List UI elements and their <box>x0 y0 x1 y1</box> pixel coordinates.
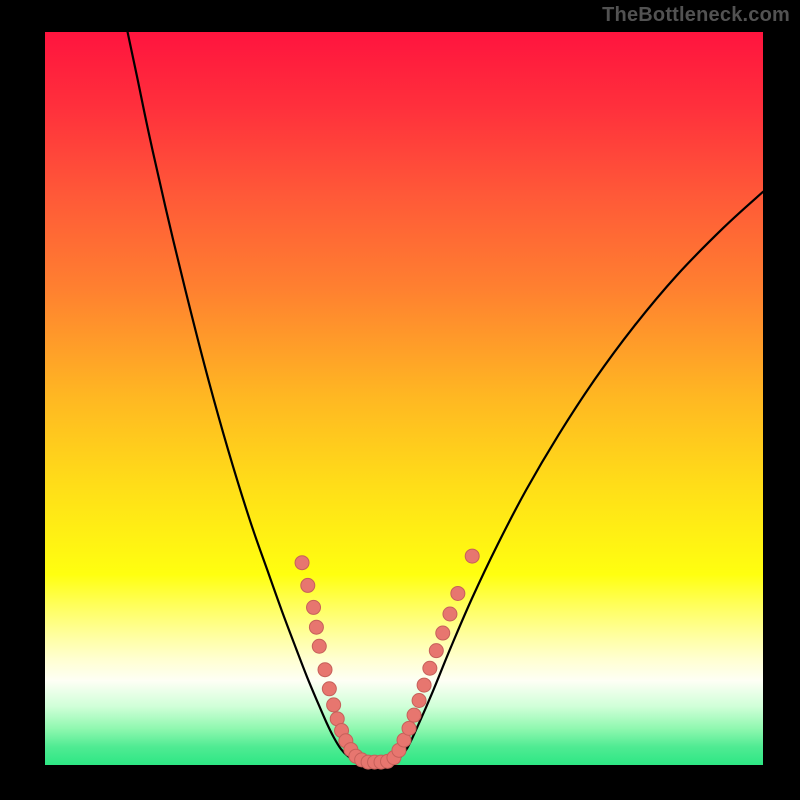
data-marker <box>309 620 323 634</box>
data-marker <box>451 586 465 600</box>
data-marker <box>295 556 309 570</box>
data-marker <box>417 678 431 692</box>
data-marker <box>301 578 315 592</box>
data-marker <box>423 661 437 675</box>
data-marker <box>429 644 443 658</box>
data-marker <box>465 549 479 563</box>
chart-svg <box>0 0 800 800</box>
gradient-background <box>45 32 763 765</box>
data-marker <box>322 682 336 696</box>
data-marker <box>318 663 332 677</box>
data-marker <box>402 721 416 735</box>
data-marker <box>407 708 421 722</box>
data-marker <box>443 607 457 621</box>
data-marker <box>436 626 450 640</box>
data-marker <box>312 639 326 653</box>
data-marker <box>327 698 341 712</box>
watermark-text: TheBottleneck.com <box>602 4 790 27</box>
data-marker <box>412 693 426 707</box>
chart-container: TheBottleneck.com <box>0 0 800 800</box>
data-marker <box>307 600 321 614</box>
